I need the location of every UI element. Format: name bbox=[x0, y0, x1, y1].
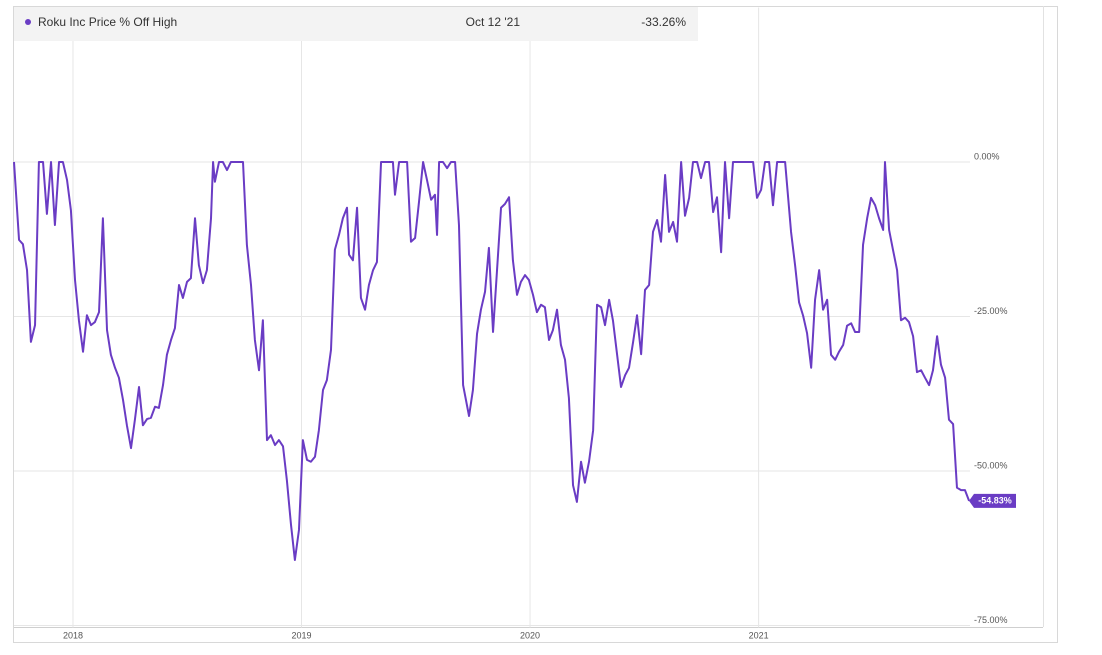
tooltip-date: Oct 12 '21 bbox=[466, 15, 521, 29]
tooltip-box bbox=[14, 7, 698, 41]
x-tick-label: 2018 bbox=[63, 630, 83, 640]
chart-frame bbox=[13, 6, 1058, 643]
x-tick-label: 2021 bbox=[749, 630, 769, 640]
end-label-box bbox=[969, 493, 1016, 508]
x-tick-label: 2020 bbox=[520, 630, 540, 640]
x-tick-label: 2019 bbox=[291, 630, 311, 640]
y-tick-label: 0.00% bbox=[974, 151, 1000, 161]
data-line bbox=[13, 161, 971, 561]
end-label: -54.83% bbox=[978, 496, 1012, 506]
legend-label: Roku Inc Price % Off High bbox=[38, 15, 177, 29]
y-tick-label: -25.00% bbox=[974, 306, 1008, 316]
legend-dot bbox=[25, 19, 31, 25]
tooltip-value: -33.26% bbox=[641, 15, 686, 29]
y-tick-label: -75.00% bbox=[974, 615, 1008, 625]
y-tick-label: -50.00% bbox=[974, 460, 1008, 470]
